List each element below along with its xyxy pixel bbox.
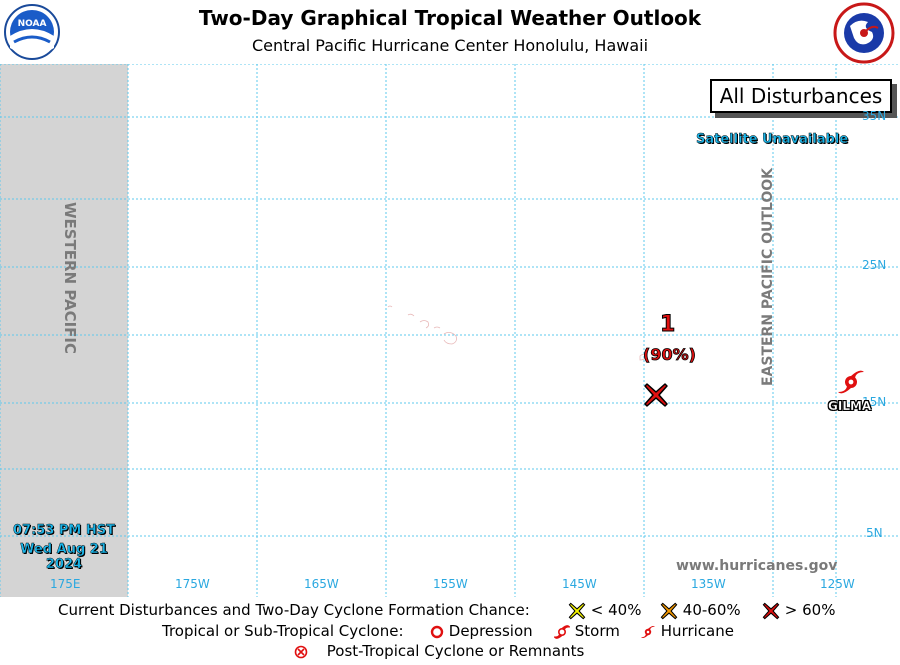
legend-row-cyclones: Tropical or Sub-Tropical Cyclone: bbox=[162, 622, 404, 640]
hurricane-icon bbox=[641, 625, 655, 638]
lat-label-5n: 5N bbox=[866, 526, 883, 540]
lat-label-15n: 15N bbox=[862, 395, 887, 409]
outlook-map: WESTERN PACIFIC EASTERN PACIFIC OUTLOOK … bbox=[0, 64, 900, 597]
legend-cyclone-label: Tropical or Sub-Tropical Cyclone: bbox=[162, 622, 404, 640]
lon-label-145w: 145W bbox=[562, 577, 597, 591]
legend-row-disturbances: Current Disturbances and Two-Day Cyclone… bbox=[58, 601, 530, 619]
depression-icon bbox=[430, 625, 444, 638]
western-pacific-label: WESTERN PACIFIC bbox=[61, 201, 79, 355]
legend-post-tropical-label: Post-Tropical Cyclone or Remnants bbox=[326, 642, 585, 660]
post-tropical-icon bbox=[294, 645, 308, 658]
hurricane-gilma-icon[interactable] bbox=[836, 366, 866, 398]
satellite-status: Satellite Unavailable bbox=[696, 132, 849, 147]
lon-label-135w: 135W bbox=[691, 577, 726, 591]
noaa-logo: NOAA bbox=[4, 4, 60, 60]
hawaiian-islands bbox=[387, 305, 647, 361]
header: NOAA Two-Day Graphical Tropical Weather … bbox=[0, 0, 900, 64]
page-subtitle: Central Pacific Hurricane Center Honolul… bbox=[251, 36, 649, 55]
legend-hurricane: Hurricane bbox=[640, 622, 734, 641]
legend-storm-label: Storm bbox=[574, 622, 620, 640]
legend-low-label: < 40% bbox=[590, 601, 642, 619]
svg-text:NOAA: NOAA bbox=[18, 19, 47, 29]
storm-icon bbox=[554, 624, 570, 639]
eastern-pacific-outlook-label: EASTERN PACIFIC OUTLOOK bbox=[760, 167, 776, 387]
legend-high-label: > 60% bbox=[784, 601, 836, 619]
lon-label-125w: 125W bbox=[820, 577, 855, 591]
legend-high-chance: > 60% bbox=[762, 601, 835, 620]
lon-label-165w: 165W bbox=[304, 577, 339, 591]
legend-hurricane-label: Hurricane bbox=[660, 622, 734, 640]
lat-label-35n: 35N bbox=[862, 109, 887, 123]
legend-post-tropical: Post-Tropical Cyclone or Remnants bbox=[294, 642, 584, 660]
issue-date: Wed Aug 21 2024 bbox=[20, 542, 108, 572]
lon-label-155w: 155W bbox=[433, 577, 468, 591]
map-grid bbox=[0, 64, 900, 597]
lon-label-175w: 175W bbox=[175, 577, 210, 591]
red-x-icon bbox=[762, 602, 780, 619]
legend-medium-chance: 40-60% bbox=[660, 601, 741, 620]
legend-medium-label: 40-60% bbox=[682, 601, 741, 619]
legend-depression-label: Depression bbox=[448, 622, 533, 640]
disturbance-chance: (90%) bbox=[643, 345, 697, 365]
western-pacific-region bbox=[0, 64, 128, 597]
orange-x-icon bbox=[660, 602, 678, 619]
national-weather-service-logo bbox=[833, 2, 895, 64]
legend-storm: Storm bbox=[554, 622, 620, 641]
lat-label-25n: 25N bbox=[862, 258, 887, 272]
disturbance-number: 1 bbox=[659, 312, 676, 338]
storm-name-gilma: GILMA bbox=[828, 399, 872, 413]
disturbance-x-icon[interactable] bbox=[643, 382, 669, 408]
yellow-x-icon bbox=[568, 602, 586, 619]
issue-time: 07:53 PM HST bbox=[12, 523, 115, 538]
legend-depression: Depression bbox=[430, 622, 533, 640]
page-title: Two-Day Graphical Tropical Weather Outlo… bbox=[198, 6, 702, 30]
legend-disturbances-label: Current Disturbances and Two-Day Cyclone… bbox=[58, 601, 530, 619]
all-disturbances-label: All Disturbances bbox=[719, 84, 883, 108]
legend-low-chance: < 40% bbox=[568, 601, 641, 620]
lon-label-175e: 175E bbox=[50, 577, 81, 591]
website-link[interactable]: www.hurricanes.gov bbox=[676, 558, 838, 574]
all-disturbances-box: All Disturbances bbox=[710, 79, 892, 113]
legend: Current Disturbances and Two-Day Cyclone… bbox=[0, 597, 900, 665]
